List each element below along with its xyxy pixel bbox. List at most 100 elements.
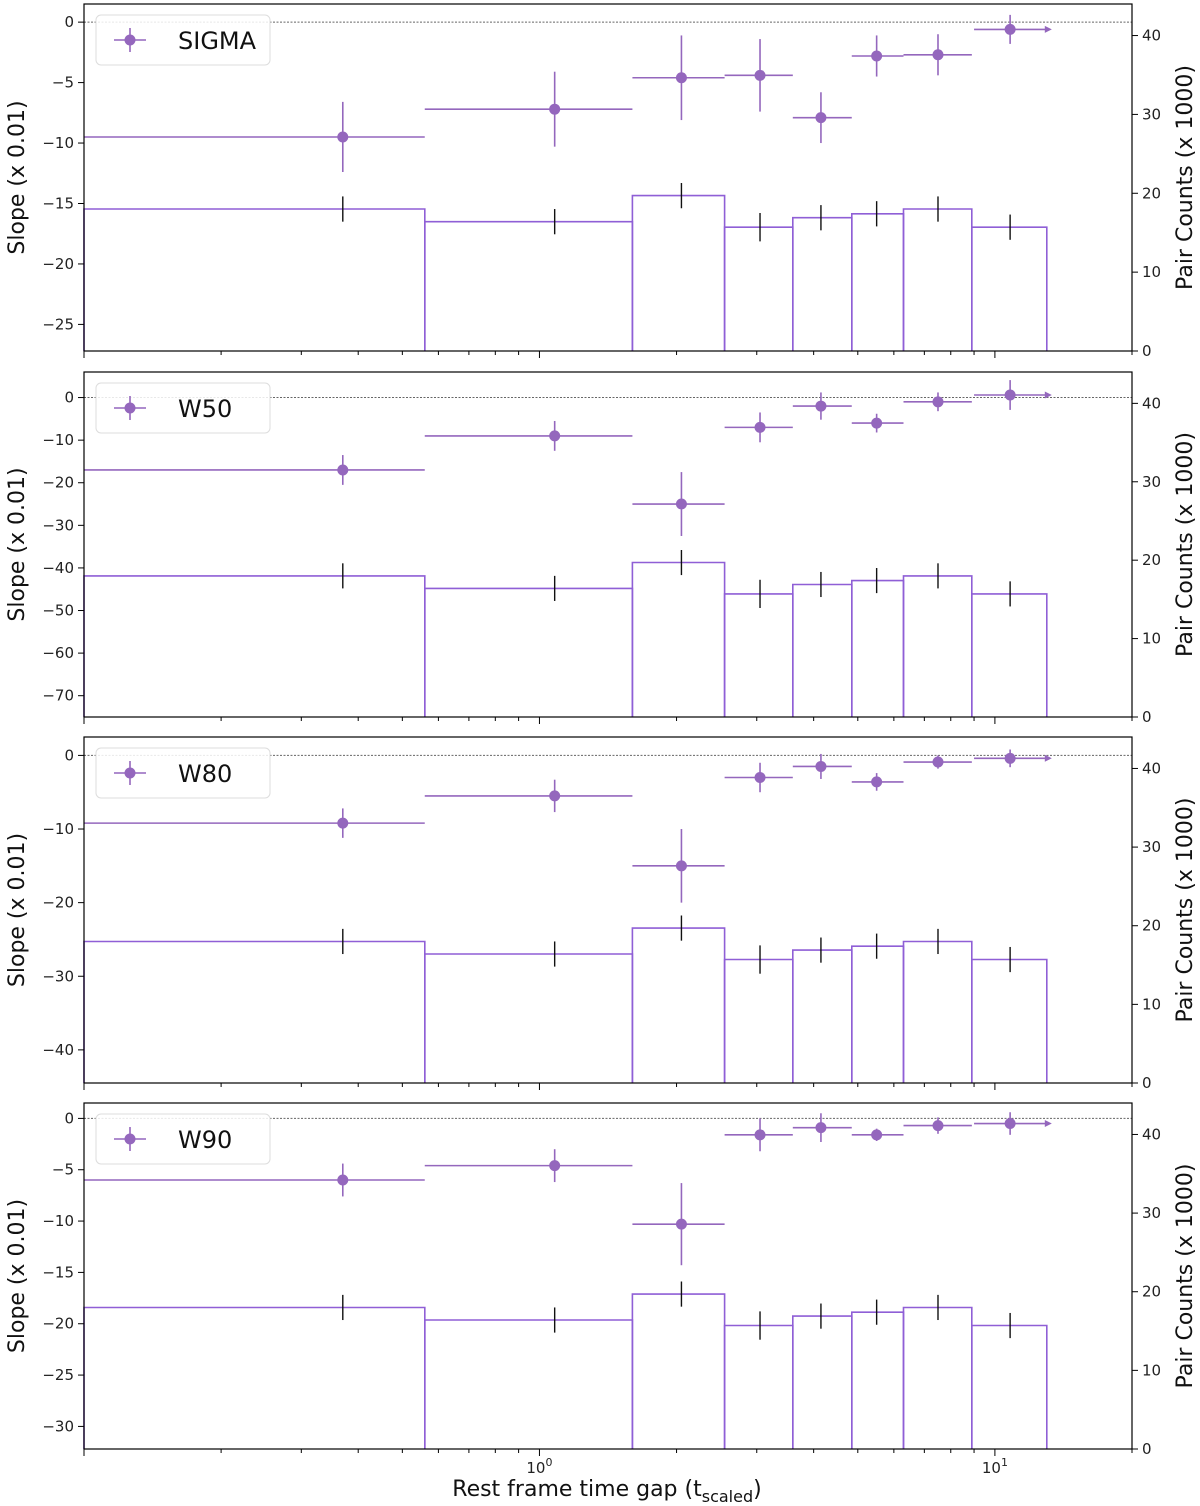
left-axis-label: Slope (x 0.01)	[5, 100, 30, 254]
left-tick-label: −30	[42, 516, 74, 534]
count-bar	[792, 949, 853, 1083]
right-axis-label: Pair Counts (x 1000)	[1173, 432, 1198, 657]
plot-frame	[83, 736, 1133, 1084]
count-bar	[792, 583, 853, 717]
left-tick-label: −15	[42, 194, 74, 212]
legend: W90	[95, 1113, 271, 1165]
slope-point	[932, 396, 944, 408]
left-tick-label: −25	[42, 1366, 74, 1384]
slope-point	[1004, 23, 1016, 35]
right-tick-label: 40	[1142, 1125, 1161, 1143]
left-tick-label: −10	[42, 1212, 74, 1230]
count-bar	[424, 953, 634, 1083]
panel-w90: 0 −5 −10 −15 −20 −25 −30 0 10 20 30 40 Slope (x 0.01…	[5, 1102, 1198, 1458]
legend-marker-icon	[124, 1133, 136, 1145]
right-tick-label: 10	[1142, 263, 1161, 281]
slope-point	[337, 464, 349, 476]
right-tick-label: 20	[1142, 184, 1161, 202]
count-bar	[723, 226, 794, 351]
legend: W80	[95, 747, 271, 799]
legend-marker-icon	[124, 767, 136, 779]
slope-point	[871, 1129, 883, 1141]
slope-point	[675, 1218, 687, 1230]
count-bar	[851, 213, 905, 351]
slope-point	[754, 421, 766, 433]
slope-point	[871, 50, 883, 62]
right-tick-label: 30	[1142, 105, 1161, 123]
left-tick-label: −30	[42, 1417, 74, 1435]
left-tick-label: −10	[42, 820, 74, 838]
right-tick-label: 40	[1142, 394, 1161, 412]
right-tick-label: 10	[1142, 630, 1161, 648]
left-axis-label: Slope (x 0.01)	[5, 833, 30, 987]
left-tick-label: −20	[42, 474, 74, 492]
count-bar	[424, 587, 634, 717]
slope-point	[549, 1160, 561, 1172]
slope-point	[337, 817, 349, 829]
slope-point	[871, 776, 883, 788]
panel-sigma: 0 −5 −10 −15 −20 −25 0 10 20 30 40 Slope (x 0.01) Pa…	[5, 3, 1198, 360]
slope-point	[675, 860, 687, 872]
right-tick-label: 20	[1142, 1283, 1161, 1301]
limit-arrow	[1044, 25, 1052, 33]
right-tick-label: 0	[1142, 1074, 1152, 1092]
legend-marker-icon	[124, 402, 136, 414]
panel-w50: 0 −10 −20 −30 −40 −50 −60 −70 0 10 20 30 40 Slope (x …	[5, 371, 1198, 726]
count-bar	[792, 216, 853, 351]
left-tick-label: −30	[42, 967, 74, 985]
x-tick-label: 101	[982, 1456, 1008, 1477]
count-bar	[83, 208, 426, 351]
panels: 0 −5 −10 −15 −20 −25 0 10 20 30 40 Slope (x 0.01) Pa…	[5, 3, 1198, 1477]
count-bar	[723, 958, 794, 1083]
limit-arrow	[1044, 1120, 1052, 1127]
legend-label: W50	[178, 395, 232, 423]
left-axis-label: Slope (x 0.01)	[5, 1199, 30, 1353]
right-tick-label: 20	[1142, 551, 1161, 569]
slope-point	[815, 1122, 827, 1134]
plot-frame	[83, 3, 1133, 352]
count-bar	[792, 1315, 853, 1449]
slope-point	[932, 49, 944, 61]
count-bar	[902, 1306, 973, 1449]
slope-point	[549, 103, 561, 115]
slope-point	[549, 430, 561, 442]
count-bar	[902, 575, 973, 717]
slope-point	[1004, 752, 1016, 764]
x-axis-label: Rest frame time gap (tscaled)	[452, 1477, 761, 1506]
legend-box	[95, 747, 271, 799]
count-bar	[83, 575, 426, 717]
slope-point	[549, 790, 561, 802]
right-tick-label: 30	[1142, 1204, 1161, 1222]
right-tick-label: 30	[1142, 473, 1161, 491]
right-tick-label: 0	[1142, 1440, 1152, 1458]
limit-arrow	[1044, 754, 1052, 762]
left-tick-label: −50	[42, 602, 74, 620]
slope-point	[1004, 1118, 1016, 1130]
count-bar	[851, 1311, 905, 1449]
slope-point	[754, 1129, 766, 1141]
left-tick-label: −70	[42, 687, 74, 705]
left-tick-label: −20	[42, 1315, 74, 1333]
count-bar	[851, 945, 905, 1083]
slope-point	[932, 1120, 944, 1132]
slope-point	[815, 760, 827, 772]
left-tick-label: 0	[64, 389, 74, 407]
left-tick-label: 0	[64, 1109, 74, 1127]
legend-marker-icon	[124, 34, 136, 46]
legend-label: W90	[178, 1126, 232, 1154]
right-tick-label: 10	[1142, 1361, 1161, 1379]
left-tick-label: 0	[64, 13, 74, 31]
left-tick-label: −15	[42, 1263, 74, 1281]
count-bar	[971, 1324, 1048, 1449]
legend: W50	[95, 382, 271, 434]
slope-point	[675, 498, 687, 510]
right-axis-label: Pair Counts (x 1000)	[1173, 798, 1198, 1023]
right-tick-label: 10	[1142, 995, 1161, 1013]
count-bar	[902, 208, 973, 351]
legend-label: SIGMA	[178, 27, 257, 55]
count-bar	[631, 561, 726, 717]
left-tick-label: −20	[42, 894, 74, 912]
count-bar	[631, 194, 726, 351]
slope-point	[815, 400, 827, 412]
left-tick-label: −40	[42, 559, 74, 577]
